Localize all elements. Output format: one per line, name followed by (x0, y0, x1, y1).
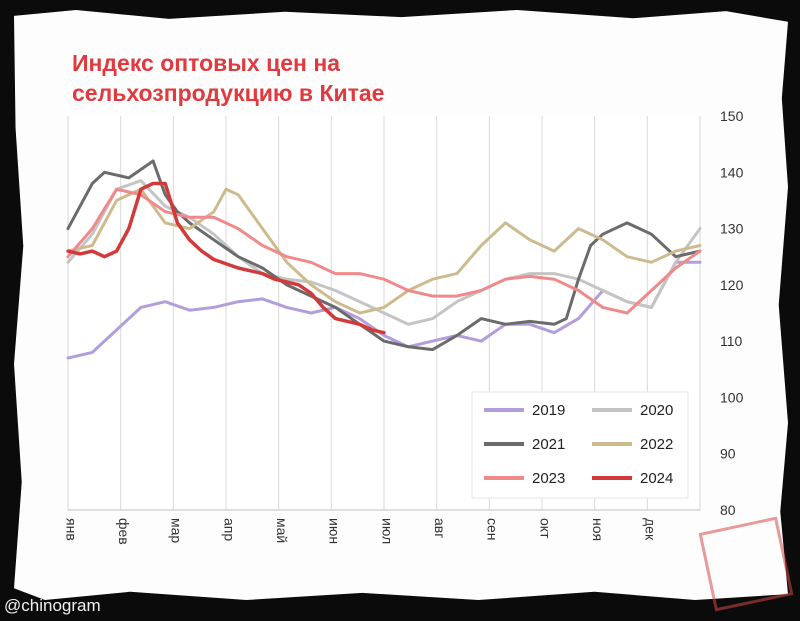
chart-title-line-1: Индекс оптовых цен на (72, 50, 341, 76)
x-tick-label-2: фев (116, 518, 132, 545)
chart-title: Индекс оптовых цен на сельхозпродукцию в… (72, 48, 384, 108)
y-tick-label-100: 100 (720, 389, 744, 405)
y-tick-label-140: 140 (720, 164, 744, 180)
x-tick-label-3: мар (169, 518, 185, 543)
x-tick-label-12: дек (643, 518, 659, 541)
chart-title-line-2: сельхозпродукцию в Китае (72, 80, 385, 106)
y-tick-label-130: 130 (720, 221, 744, 237)
series-line-2024 (66, 181, 386, 335)
x-tick-label-7: июл (379, 518, 395, 544)
series-line-2021 (66, 159, 702, 352)
chinese-seal-stamp (698, 516, 794, 612)
legend-label-2022: 2022 (640, 436, 673, 453)
x-tick-label-1: янв (63, 518, 79, 541)
legend-label-2019: 2019 (532, 402, 565, 419)
watermark-handle: @chinogram (4, 596, 101, 615)
x-tick-label-6: июн (327, 518, 343, 544)
x-tick-label-11: ноя (590, 518, 606, 541)
y-tick-label-150: 150 (720, 108, 744, 124)
x-tick-label-8: авг (432, 518, 448, 538)
legend-label-2021: 2021 (532, 436, 565, 453)
legend-label-2023: 2023 (532, 470, 565, 487)
y-tick-label-80: 80 (720, 502, 736, 518)
y-tick-label-110: 110 (720, 333, 743, 349)
x-tick-label-5: май (274, 518, 290, 543)
x-tick-label-10: окт (537, 518, 553, 539)
x-tick-label-9: сен (485, 518, 501, 541)
legend-label-2024: 2024 (640, 470, 673, 487)
y-tick-label-90: 90 (720, 446, 736, 462)
x-tick-label-4: апр (221, 518, 237, 541)
y-tick-label-120: 120 (720, 277, 744, 293)
legend-label-2020: 2020 (640, 402, 673, 419)
series-line-2019 (66, 260, 702, 360)
